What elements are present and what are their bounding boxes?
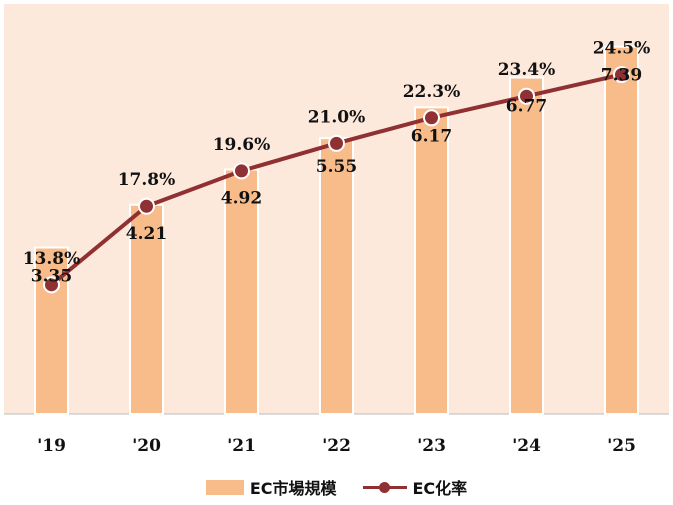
bar-value-label: 4.21 bbox=[126, 224, 167, 244]
bar bbox=[414, 106, 449, 415]
line-point bbox=[613, 66, 630, 84]
line-point bbox=[328, 134, 345, 152]
x-tick-label: '19 bbox=[37, 436, 66, 456]
line-value-label: 17.8% bbox=[118, 170, 176, 190]
line-value-label: 21.0% bbox=[308, 107, 366, 127]
line-value-label: 13.8% bbox=[23, 249, 81, 269]
bar bbox=[604, 45, 639, 415]
legend-item-line: EC化率 bbox=[362, 475, 468, 499]
bar bbox=[319, 137, 354, 415]
bar-value-label: 6.17 bbox=[411, 126, 452, 146]
line-value-label: 22.3% bbox=[403, 82, 461, 102]
line-value-label: 23.4% bbox=[498, 60, 556, 80]
x-tick-label: '22 bbox=[322, 436, 351, 456]
legend: EC市場規模 EC化率 bbox=[0, 474, 673, 500]
x-tick-label: '25 bbox=[607, 436, 636, 456]
legend-label-bar: EC市場規模 bbox=[249, 479, 337, 498]
line-value-label: 19.6% bbox=[213, 135, 271, 155]
bar-value-label: 5.55 bbox=[316, 157, 357, 177]
line-point bbox=[518, 87, 535, 105]
x-tick-label: '24 bbox=[512, 436, 541, 456]
x-tick-label: '20 bbox=[132, 436, 161, 456]
bar-value-label: 4.92 bbox=[221, 188, 262, 208]
bar bbox=[129, 203, 164, 415]
legend-label-line: EC化率 bbox=[412, 479, 468, 498]
line-point bbox=[138, 197, 155, 215]
line-point bbox=[43, 276, 60, 294]
bar-value-label: 7.39 bbox=[601, 66, 642, 86]
line-point bbox=[423, 109, 440, 127]
x-tick-label: '21 bbox=[227, 436, 256, 456]
legend-item-bar: EC市場規模 bbox=[205, 475, 337, 499]
bar-value-label: 3.35 bbox=[31, 267, 72, 287]
line-point bbox=[233, 162, 250, 180]
legend-swatch-line bbox=[362, 480, 407, 495]
line-value-label: 24.5% bbox=[593, 39, 651, 59]
bar-value-label: 6.77 bbox=[506, 97, 547, 117]
legend-swatch-bar bbox=[205, 479, 244, 495]
x-tick-label: '23 bbox=[417, 436, 446, 456]
bar bbox=[509, 76, 544, 415]
